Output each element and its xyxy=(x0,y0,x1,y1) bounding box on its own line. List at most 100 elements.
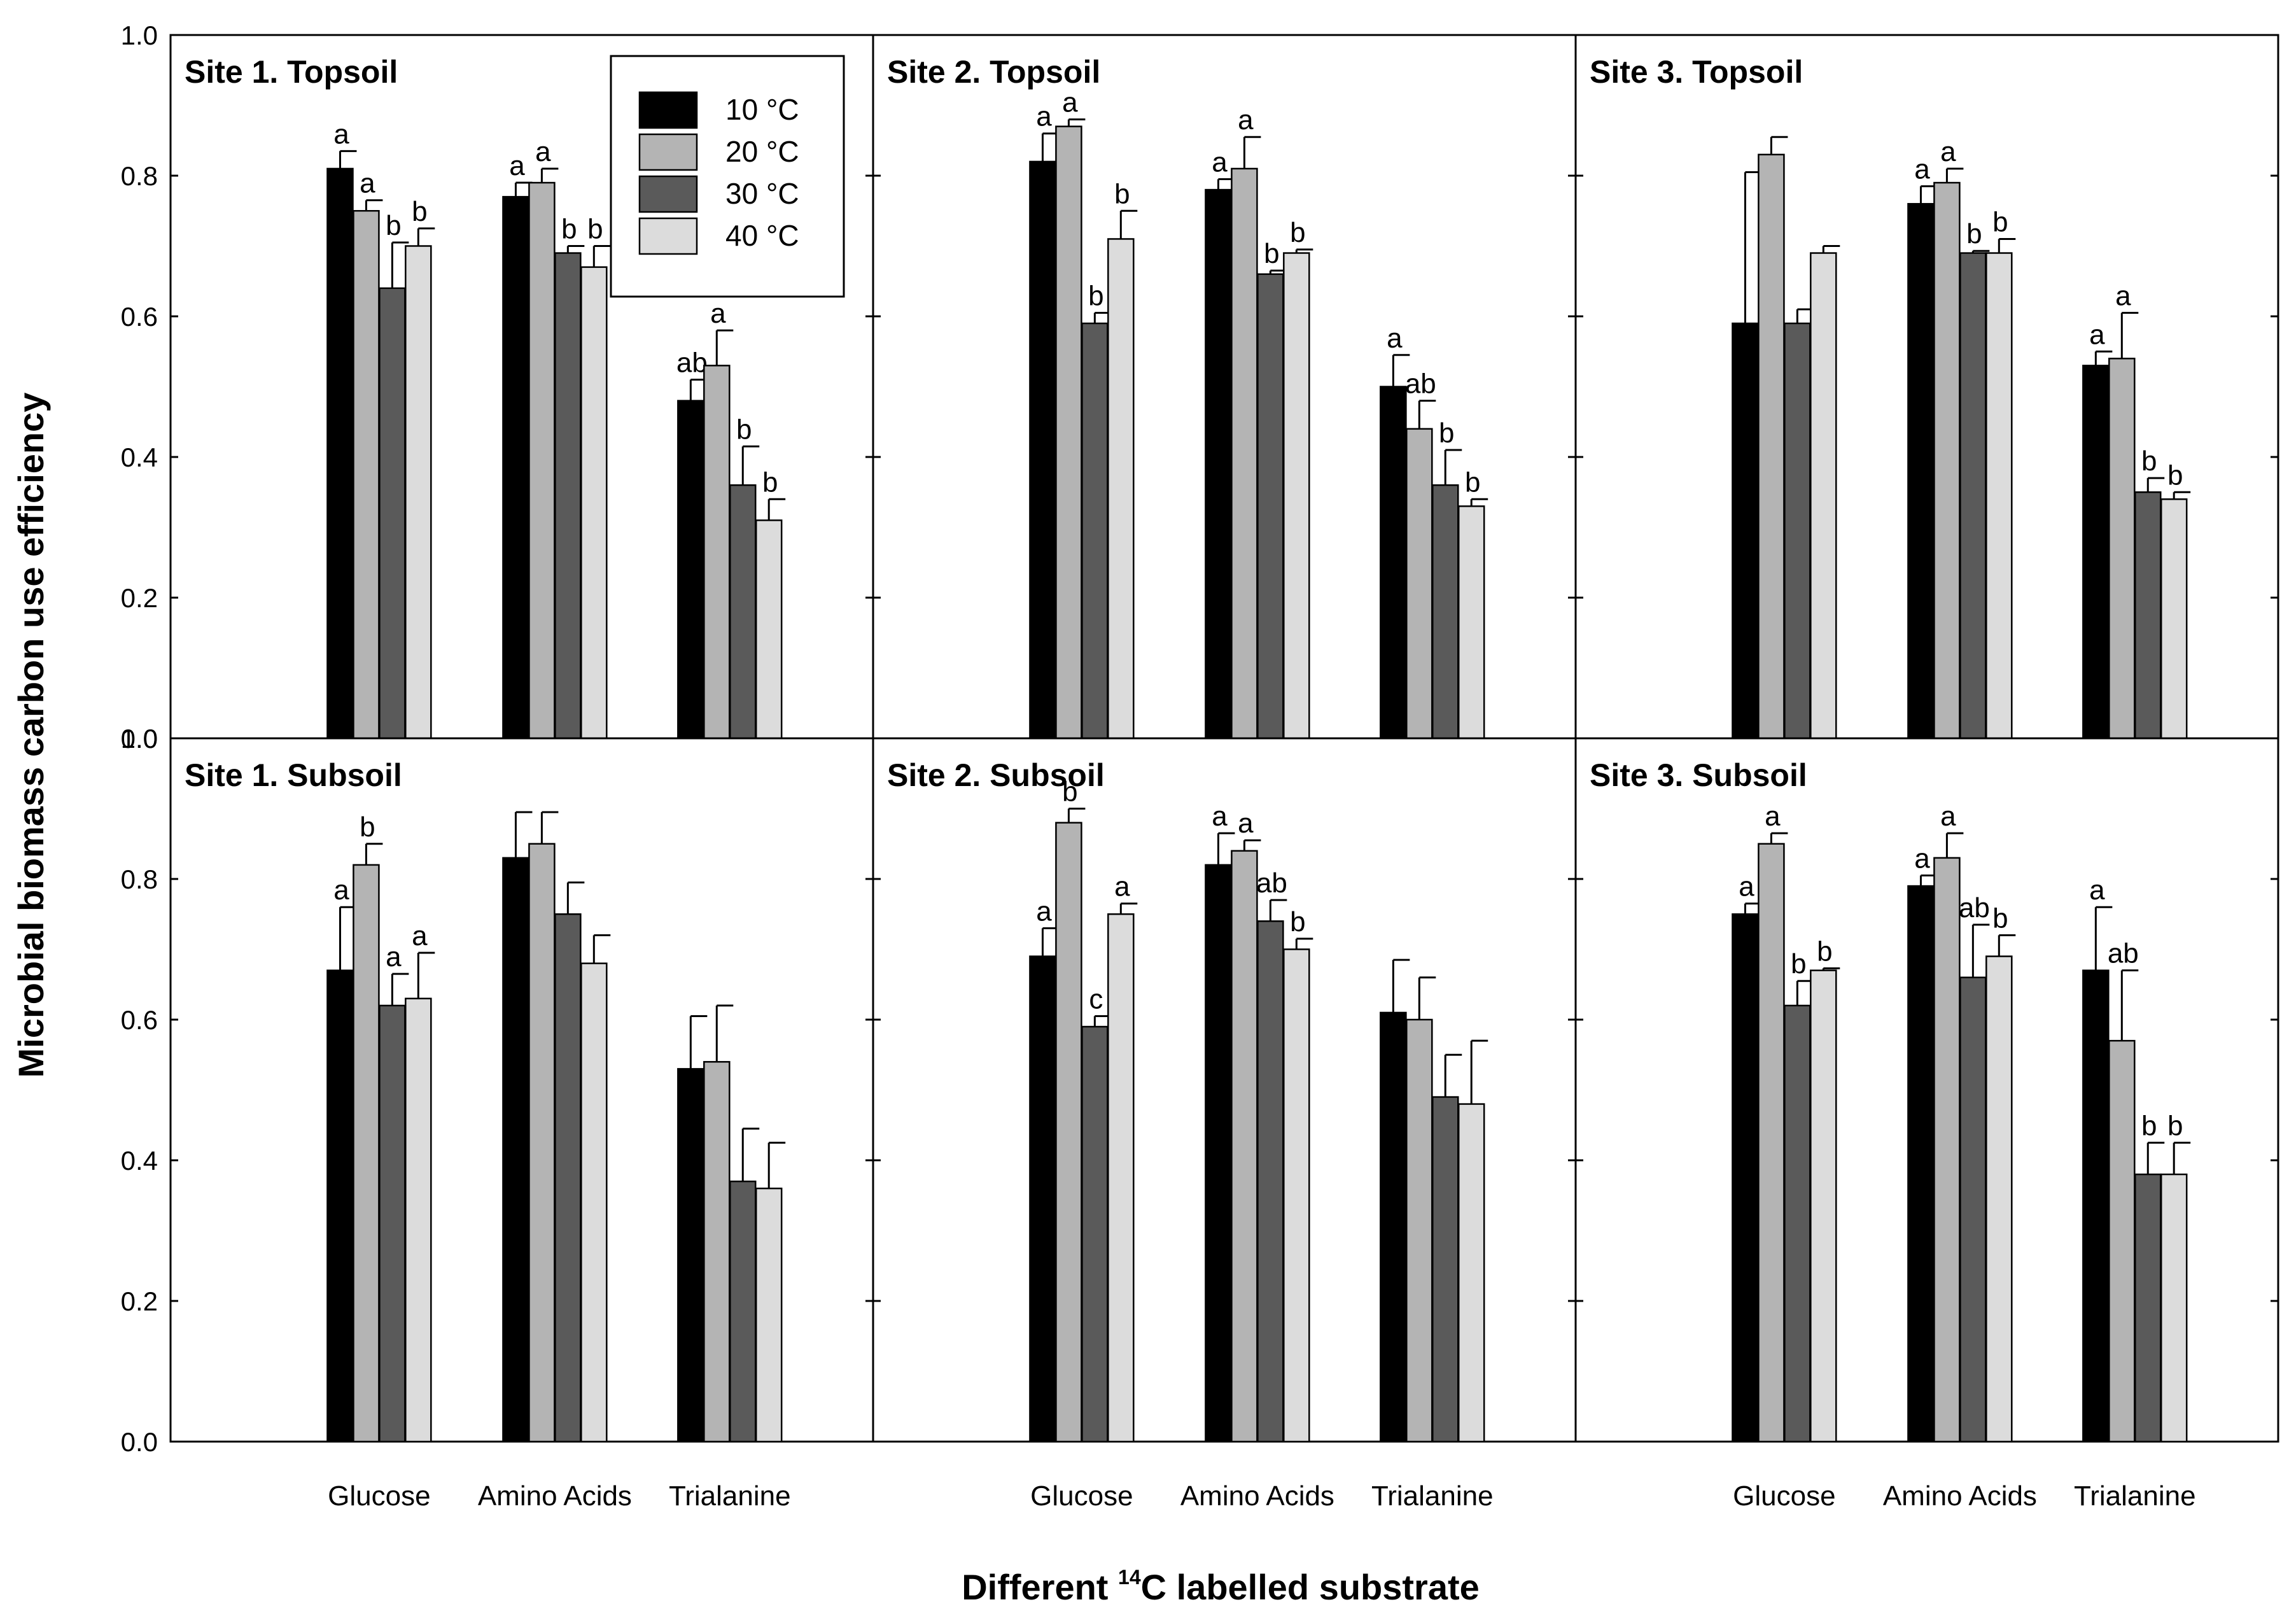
significance-letter: b xyxy=(1966,218,1982,249)
bar xyxy=(1933,857,1961,1443)
bar xyxy=(1784,322,1811,740)
legend-swatch xyxy=(638,91,698,129)
significance-letter: b xyxy=(1992,206,2008,237)
bar xyxy=(502,857,529,1443)
bar xyxy=(755,1187,783,1443)
significance-letter: b xyxy=(1114,178,1130,209)
panel-title: Site 2. Subsoil xyxy=(887,757,1105,793)
bar xyxy=(1055,822,1082,1443)
category-label: Amino Acids xyxy=(478,1480,632,1512)
bar xyxy=(405,245,432,740)
bar xyxy=(1029,160,1056,740)
category-label: Glucose xyxy=(328,1480,430,1512)
bar xyxy=(2108,1039,2136,1443)
significance-letter: a xyxy=(1739,871,1754,903)
bar xyxy=(1283,948,1310,1443)
significance-letter: a xyxy=(710,298,726,329)
bar xyxy=(1380,1011,1407,1443)
bar xyxy=(502,195,529,740)
significance-letter: a xyxy=(1387,323,1403,354)
significance-letter: a xyxy=(333,118,349,150)
y-tick-label: 0.8 xyxy=(121,864,158,894)
bar xyxy=(703,1061,731,1443)
category-label: Amino Acids xyxy=(1883,1480,2037,1512)
bar xyxy=(1985,955,2013,1443)
significance-letter: a xyxy=(1036,101,1052,132)
significance-letter: a xyxy=(1238,808,1254,839)
bar xyxy=(1457,505,1485,740)
panel-title: Site 3. Topsoil xyxy=(1590,54,1803,90)
bar xyxy=(2134,491,2162,740)
legend-label: 20 °C xyxy=(725,135,799,168)
legend-swatch xyxy=(638,175,698,213)
significance-letter: a xyxy=(1914,843,1930,874)
bar xyxy=(2134,1173,2162,1443)
bar xyxy=(2082,969,2110,1443)
bar xyxy=(1810,252,1837,740)
significance-letter: a xyxy=(333,875,349,906)
significance-letter: b xyxy=(736,414,752,445)
significance-letter: b xyxy=(1465,467,1480,498)
x-axis-label-suffix: C labelled substrate xyxy=(1141,1567,1480,1607)
bar xyxy=(1432,484,1459,740)
x-axis-label-prefix: Different xyxy=(962,1567,1118,1607)
significance-letter: b xyxy=(2167,1110,2183,1141)
significance-letter: a xyxy=(1940,801,1956,832)
panel-title: Site 2. Topsoil xyxy=(887,54,1100,90)
significance-letter: b xyxy=(1264,238,1279,269)
significance-letter: b xyxy=(1062,776,1077,808)
bar xyxy=(1406,1018,1433,1443)
bar xyxy=(1732,322,1759,740)
bar xyxy=(1758,843,1785,1443)
significance-letter: ab xyxy=(1256,868,1287,899)
y-tick-label: 0.2 xyxy=(121,583,158,613)
bar xyxy=(1205,864,1232,1443)
significance-letter: a xyxy=(2089,319,2105,350)
bar xyxy=(528,843,556,1443)
significance-letter: a xyxy=(386,941,402,973)
significance-letter: b xyxy=(1439,418,1454,449)
bar xyxy=(2108,358,2136,740)
bar xyxy=(405,997,432,1443)
significance-letter: a xyxy=(1062,87,1078,118)
significance-letter: a xyxy=(1212,147,1228,178)
bar xyxy=(1406,428,1433,740)
significance-letter: b xyxy=(1817,936,1832,967)
bar xyxy=(1810,969,1837,1443)
bar xyxy=(554,913,582,1443)
significance-letter: a xyxy=(2115,280,2131,311)
panel-title: Site 1. Subsoil xyxy=(185,757,402,793)
significance-letter: a xyxy=(412,920,428,952)
bar xyxy=(1257,920,1284,1443)
bar xyxy=(1959,976,1987,1443)
y-tick-label: 0.0 xyxy=(121,724,158,754)
category-label: Trialanine xyxy=(1371,1480,1494,1512)
significance-letter: a xyxy=(535,136,551,167)
y-tick-label: 1.0 xyxy=(121,724,158,754)
bar xyxy=(1380,386,1407,740)
bar xyxy=(1107,913,1135,1443)
significance-letter: b xyxy=(386,210,401,241)
significance-letter: a xyxy=(1914,154,1930,185)
significance-letter: ab xyxy=(1959,892,1990,924)
significance-letter: b xyxy=(1290,906,1305,938)
significance-letter: b xyxy=(412,196,427,227)
bar xyxy=(1732,913,1759,1443)
bar xyxy=(755,519,783,740)
bar xyxy=(729,1180,757,1443)
significance-letter: ab xyxy=(676,347,708,378)
bar xyxy=(1055,125,1082,740)
bar xyxy=(1907,885,1935,1443)
bar xyxy=(1933,181,1961,740)
significance-letter: b xyxy=(360,812,375,843)
y-axis-label: Microbial biomass carbon use efficiency xyxy=(11,393,51,1078)
bar xyxy=(353,864,380,1443)
x-axis-label: Different 14C labelled substrate xyxy=(962,1566,1480,1607)
significance-letter: b xyxy=(762,467,778,498)
